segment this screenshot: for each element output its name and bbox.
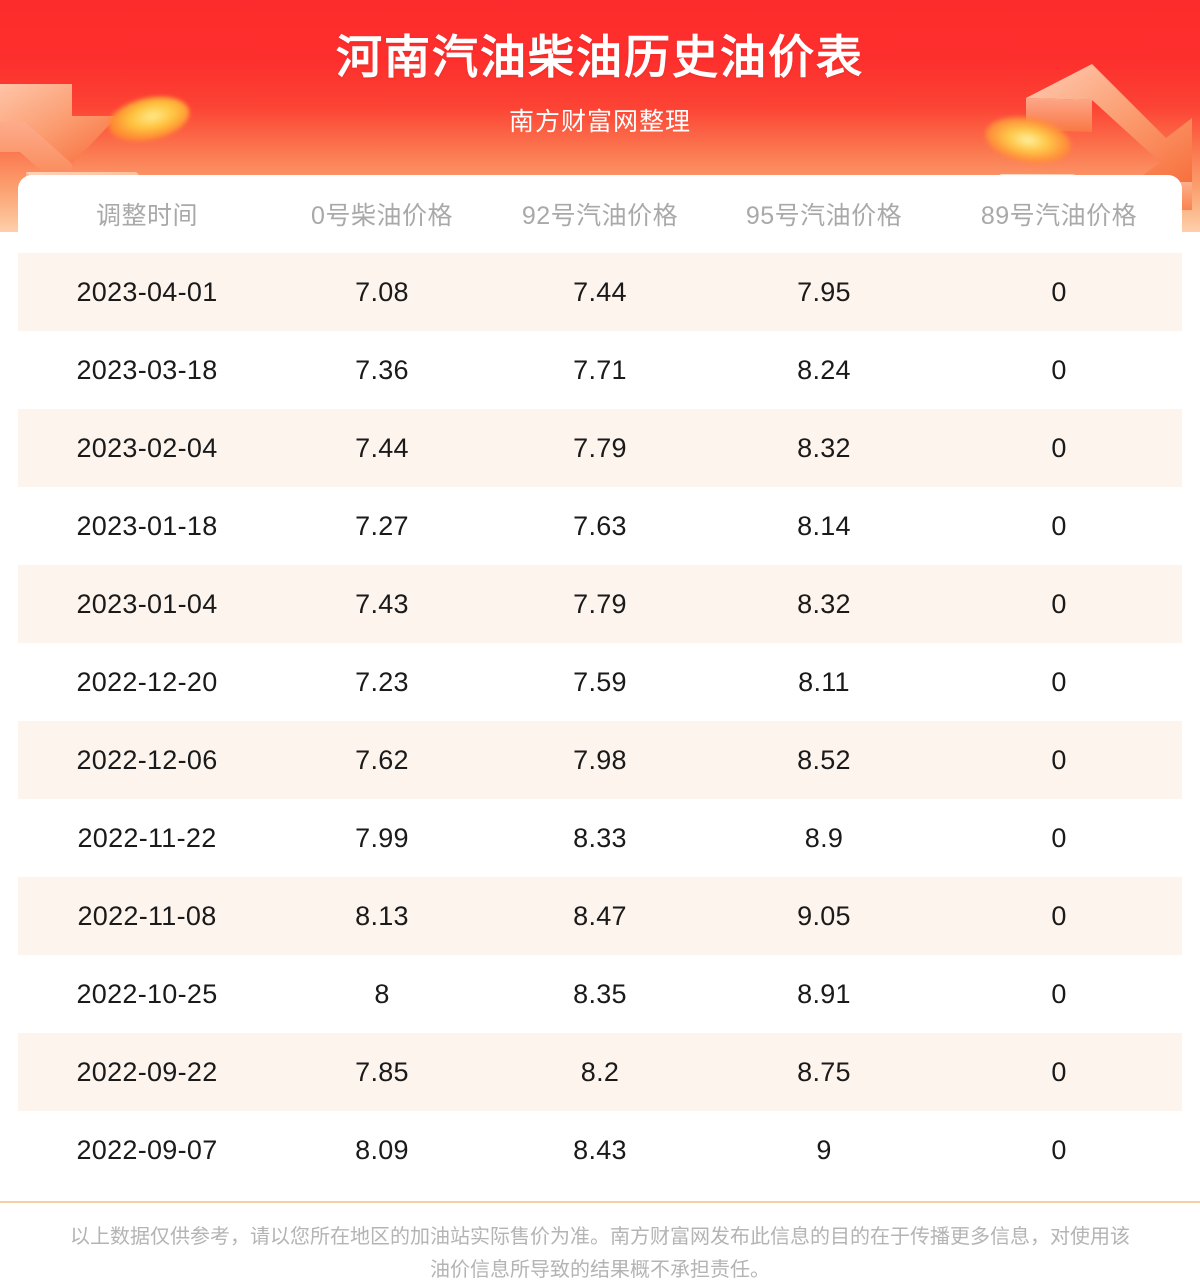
- cell-petrol-95: 8.91: [797, 978, 851, 1009]
- price-table: 调整时间 0号柴油价格 92号汽油价格 95号汽油价格 89号汽油价格 2023…: [0, 175, 1200, 1189]
- table-row: 2023-04-01 7.08 7.44 7.95 0: [18, 253, 1182, 331]
- cell-petrol-89: 0: [1051, 1056, 1067, 1087]
- table-row: 2022-11-22 7.99 8.33 8.9 0: [18, 799, 1182, 877]
- table-row: 2023-01-18 7.27 7.63 8.14 0: [18, 487, 1182, 565]
- footer-divider: [0, 1201, 1200, 1203]
- cell-diesel-0: 7.44: [355, 432, 409, 463]
- cell-petrol-95: 8.32: [797, 588, 851, 619]
- cell-petrol-89: 0: [1051, 978, 1067, 1009]
- cell-petrol-89: 0: [1051, 510, 1067, 541]
- cell-diesel-0: 7.99: [355, 822, 409, 853]
- cell-diesel-0: 8.13: [355, 900, 409, 931]
- cell-date: 2022-11-08: [77, 900, 217, 931]
- cell-petrol-92: 8.33: [573, 822, 627, 853]
- cell-date: 2023-04-01: [76, 276, 218, 307]
- cell-date: 2022-12-06: [76, 744, 218, 775]
- cell-petrol-95: 8.11: [798, 666, 850, 697]
- cell-diesel-0: 7.08: [355, 276, 409, 307]
- column-header-petrol-92: 92号汽油价格: [521, 202, 679, 230]
- page-footer: 以上数据仅供参考，请以您所在地区的加油站实际售价为准。南方财富网发布此信息的目的…: [0, 1201, 1200, 1287]
- cell-date: 2023-03-18: [76, 354, 218, 385]
- cell-petrol-92: 7.63: [573, 510, 627, 541]
- cell-petrol-92: 7.44: [573, 276, 627, 307]
- page-subtitle: 南方财富网整理: [508, 107, 691, 136]
- cell-petrol-92: 7.71: [573, 354, 627, 385]
- table-body: 2023-04-01 7.08 7.44 7.95 0 2023-03-18 7.36 7.7…: [18, 253, 1182, 1189]
- table-row: 2022-11-08 8.13 8.47 9.05 0: [18, 877, 1182, 955]
- cell-petrol-92: 8.35: [573, 978, 627, 1009]
- cell-petrol-95: 9: [816, 1134, 832, 1165]
- table-row: 2022-12-20 7.23 7.59 8.11 0: [18, 643, 1182, 721]
- cell-petrol-95: 7.95: [797, 276, 851, 307]
- cell-date: 2022-09-22: [76, 1056, 218, 1087]
- disclaimer-text: 以上数据仅供参考，请以您所在地区的加油站实际售价为准。南方财富网发布此信息的目的…: [70, 1226, 1130, 1281]
- page-title: 河南汽油柴油历史油价表: [336, 31, 864, 83]
- cell-diesel-0: 7.23: [355, 666, 409, 697]
- table-row: 2022-12-06 7.62 7.98 8.52 0: [18, 721, 1182, 799]
- cell-petrol-92: 8.43: [573, 1134, 627, 1165]
- cell-petrol-92: 7.98: [573, 744, 627, 775]
- cell-petrol-89: 0: [1051, 900, 1067, 931]
- cell-petrol-89: 0: [1051, 354, 1067, 385]
- cell-petrol-89: 0: [1051, 744, 1067, 775]
- cell-petrol-89: 0: [1051, 666, 1067, 697]
- cell-date: 2022-11-22: [77, 822, 217, 853]
- table-header-row: 调整时间 0号柴油价格 92号汽油价格 95号汽油价格 89号汽油价格: [18, 175, 1182, 253]
- cell-petrol-95: 8.9: [804, 822, 844, 853]
- column-header-diesel-0: 0号柴油价格: [311, 202, 453, 230]
- cell-date: 2023-01-04: [76, 588, 218, 619]
- cell-diesel-0: 7.85: [355, 1056, 409, 1087]
- cell-petrol-89: 0: [1051, 588, 1067, 619]
- cell-petrol-95: 8.75: [797, 1056, 851, 1087]
- table-row: 2022-10-25 8 8.35 8.91 0: [18, 955, 1182, 1033]
- table-row: 2023-02-04 7.44 7.79 8.32 0: [18, 409, 1182, 487]
- cell-petrol-92: 7.59: [573, 666, 627, 697]
- column-header-date: 调整时间: [95, 202, 198, 230]
- cell-date: 2022-12-20: [76, 666, 218, 697]
- table-row: 2022-09-22 7.85 8.2 8.75 0: [18, 1033, 1182, 1111]
- cell-petrol-92: 8.2: [580, 1056, 620, 1087]
- cell-date: 2023-01-18: [76, 510, 218, 541]
- cell-date: 2022-10-25: [76, 978, 218, 1009]
- cell-petrol-95: 8.32: [797, 432, 851, 463]
- cell-petrol-95: 8.14: [797, 510, 851, 541]
- cell-petrol-89: 0: [1051, 1134, 1067, 1165]
- cell-diesel-0: 8: [374, 978, 390, 1009]
- cell-petrol-92: 7.79: [573, 588, 627, 619]
- cell-petrol-95: 8.52: [797, 744, 851, 775]
- cell-petrol-92: 7.79: [573, 432, 627, 463]
- cell-diesel-0: 7.36: [355, 354, 409, 385]
- cell-diesel-0: 7.43: [355, 588, 409, 619]
- cell-date: 2023-02-04: [76, 432, 218, 463]
- cell-petrol-95: 9.05: [797, 900, 851, 931]
- cell-petrol-89: 0: [1051, 822, 1067, 853]
- cell-diesel-0: 8.09: [355, 1134, 409, 1165]
- cell-petrol-95: 8.24: [797, 354, 851, 385]
- column-header-petrol-89: 89号汽油价格: [980, 202, 1138, 230]
- cell-petrol-89: 0: [1051, 276, 1067, 307]
- cell-petrol-92: 8.47: [573, 900, 627, 931]
- table-row: 2022-09-07 8.09 8.43 9 0: [18, 1111, 1182, 1189]
- table-row: 2023-03-18 7.36 7.71 8.24 0: [18, 331, 1182, 409]
- cell-petrol-89: 0: [1051, 432, 1067, 463]
- cell-diesel-0: 7.27: [355, 510, 409, 541]
- cell-diesel-0: 7.62: [355, 744, 409, 775]
- cell-date: 2022-09-07: [76, 1134, 218, 1165]
- column-header-petrol-95: 95号汽油价格: [745, 202, 903, 230]
- table-row: 2023-01-04 7.43 7.79 8.32 0: [18, 565, 1182, 643]
